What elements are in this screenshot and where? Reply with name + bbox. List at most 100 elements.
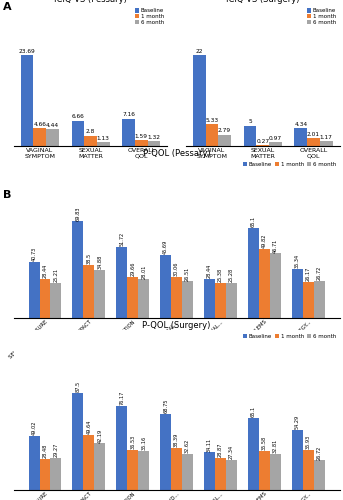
Bar <box>72 120 84 146</box>
Bar <box>270 454 281 490</box>
Text: 34.88: 34.88 <box>97 254 102 269</box>
Text: 35.34: 35.34 <box>295 254 300 268</box>
Bar <box>138 451 149 490</box>
Text: 5.33: 5.33 <box>205 118 218 123</box>
Text: 45.69: 45.69 <box>163 240 168 254</box>
Text: 34.11: 34.11 <box>207 438 212 452</box>
Bar <box>320 142 333 146</box>
Text: 1.59: 1.59 <box>135 134 148 139</box>
Text: 35.16: 35.16 <box>141 436 146 450</box>
Text: 6.66: 6.66 <box>71 114 84 119</box>
Bar <box>39 458 50 490</box>
Text: 25.21: 25.21 <box>54 268 58 282</box>
Bar <box>148 141 161 146</box>
Bar <box>72 222 83 318</box>
Text: A: A <box>3 2 12 12</box>
Text: 35.58: 35.58 <box>262 436 267 450</box>
Bar <box>50 284 61 318</box>
Bar <box>72 394 83 490</box>
Bar <box>218 135 231 146</box>
Text: 42.19: 42.19 <box>97 428 102 442</box>
Text: 4.34: 4.34 <box>294 122 307 127</box>
Bar <box>127 277 138 318</box>
Bar <box>256 145 269 146</box>
Text: 30.06: 30.06 <box>174 261 179 276</box>
Text: 28.87: 28.87 <box>218 443 223 458</box>
Bar <box>83 265 94 318</box>
Text: 1.13: 1.13 <box>97 136 110 140</box>
Bar <box>215 458 226 490</box>
Text: 29.27: 29.27 <box>54 442 58 457</box>
Bar <box>215 283 226 318</box>
Text: 49.64: 49.64 <box>86 420 91 434</box>
Bar <box>171 448 182 490</box>
Text: 87.5: 87.5 <box>75 382 80 392</box>
Text: 65.1: 65.1 <box>251 406 256 417</box>
Title: ICIQ-VS (Surgery): ICIQ-VS (Surgery) <box>226 0 299 4</box>
Text: 26.51: 26.51 <box>185 266 190 280</box>
Text: 1.32: 1.32 <box>147 135 161 140</box>
Bar <box>259 450 270 490</box>
Text: 68.75: 68.75 <box>163 399 168 413</box>
Bar <box>303 450 314 490</box>
Legend: Baseline, 1 month, 6 month: Baseline, 1 month, 6 month <box>134 8 165 25</box>
Bar <box>122 119 135 146</box>
Bar <box>28 436 39 490</box>
Bar <box>259 249 270 318</box>
Bar <box>314 281 325 318</box>
Text: 25.28: 25.28 <box>229 268 234 282</box>
Bar <box>182 282 193 318</box>
Bar <box>204 279 215 318</box>
Legend: Baseline, 1 month, 6 month: Baseline, 1 month, 6 month <box>242 162 337 168</box>
Bar <box>135 140 148 146</box>
Text: 36.53: 36.53 <box>130 434 135 449</box>
Text: 26.72: 26.72 <box>317 266 322 280</box>
Text: 0.27: 0.27 <box>256 139 269 144</box>
Bar <box>171 276 182 318</box>
Text: 46.71: 46.71 <box>273 238 278 252</box>
Text: B: B <box>3 190 12 200</box>
Text: 32.62: 32.62 <box>185 439 190 453</box>
Text: 49.02: 49.02 <box>32 420 36 435</box>
Text: 28.01: 28.01 <box>141 264 146 278</box>
Text: 7.16: 7.16 <box>122 112 135 117</box>
Legend: Baseline, 1 month, 6 month: Baseline, 1 month, 6 month <box>242 333 337 340</box>
Title: P-QOL (Pessary): P-QOL (Pessary) <box>143 149 211 158</box>
Bar <box>21 55 33 146</box>
Bar <box>83 435 94 490</box>
Text: 25.38: 25.38 <box>218 268 223 282</box>
Bar <box>84 136 97 146</box>
Text: 2.8: 2.8 <box>86 129 95 134</box>
Bar <box>127 450 138 490</box>
Bar <box>94 444 105 490</box>
Bar <box>307 138 320 146</box>
Text: 0.97: 0.97 <box>269 136 282 141</box>
Text: 28.44: 28.44 <box>207 264 212 278</box>
Bar <box>292 269 303 318</box>
Bar <box>50 458 61 490</box>
Text: 35.93: 35.93 <box>306 435 311 450</box>
Text: 22: 22 <box>196 48 203 54</box>
Bar <box>226 460 237 490</box>
Text: 5: 5 <box>248 119 252 124</box>
Bar <box>248 228 259 318</box>
Text: 54.29: 54.29 <box>295 415 300 429</box>
Text: 27.34: 27.34 <box>229 445 234 459</box>
Text: 26.17: 26.17 <box>306 267 311 281</box>
Bar <box>116 406 127 490</box>
Bar <box>270 254 281 318</box>
Text: 51.72: 51.72 <box>119 232 124 245</box>
Bar <box>160 255 171 318</box>
Text: 38.5: 38.5 <box>86 253 91 264</box>
Text: 32.81: 32.81 <box>273 438 278 453</box>
Text: 23.69: 23.69 <box>19 48 35 54</box>
Bar <box>46 129 59 146</box>
Text: 69.83: 69.83 <box>75 206 80 220</box>
Text: 38.39: 38.39 <box>174 432 179 447</box>
Bar <box>94 270 105 318</box>
Text: 2.01: 2.01 <box>307 132 320 136</box>
Bar <box>160 414 171 490</box>
Text: 40.73: 40.73 <box>32 246 36 261</box>
Bar <box>248 418 259 490</box>
Text: 1.17: 1.17 <box>320 135 333 140</box>
